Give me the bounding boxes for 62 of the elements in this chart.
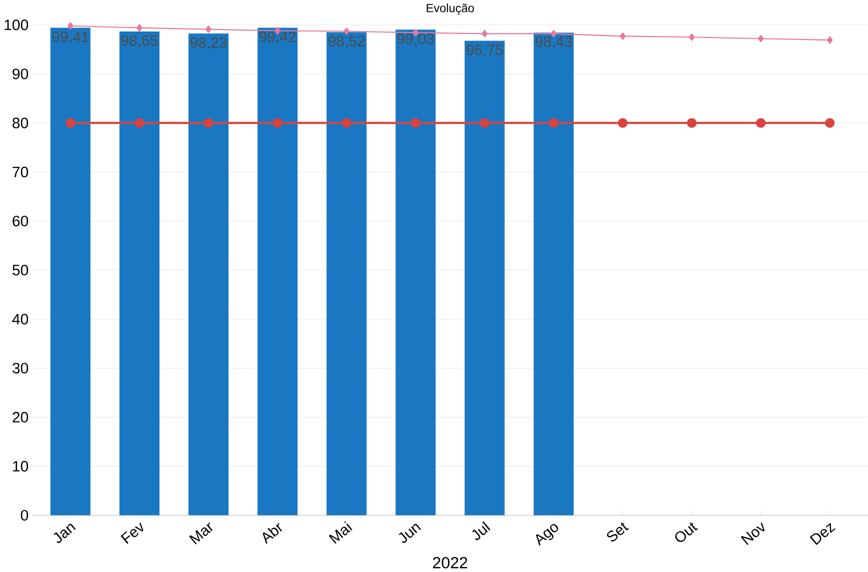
bar xyxy=(258,28,298,516)
x-tick-label: Out xyxy=(675,522,698,542)
point xyxy=(688,33,695,41)
bar xyxy=(464,40,505,516)
y-tick-label: 90 xyxy=(12,68,28,80)
data-label: 98,52 xyxy=(328,36,365,48)
point xyxy=(67,22,74,30)
point xyxy=(618,118,628,128)
x-tick-label: Abr xyxy=(262,523,282,544)
point xyxy=(204,118,214,128)
x-tick-label: Nov xyxy=(740,522,765,545)
x-tick-label: Mar xyxy=(189,522,213,544)
y-tick-label: 30 xyxy=(12,362,28,374)
point xyxy=(686,118,697,128)
y-tick-label: 20 xyxy=(12,412,28,423)
point xyxy=(480,118,490,128)
data-label: 99,03 xyxy=(398,33,434,46)
y-tick-label: 40 xyxy=(12,314,28,324)
point xyxy=(342,118,352,128)
x-tick-label: Ago xyxy=(536,524,558,546)
y-tick-label: 80 xyxy=(12,118,28,128)
point xyxy=(344,28,350,36)
bar xyxy=(188,34,229,516)
x-tick-label: Fev xyxy=(120,522,144,544)
data-label: 99,42 xyxy=(259,32,296,44)
y-tick-label: 60 xyxy=(12,216,28,226)
chart-title: Evolução xyxy=(426,4,474,15)
point xyxy=(620,32,626,40)
y-tick-label: 50 xyxy=(12,264,28,276)
bar xyxy=(396,30,436,516)
point xyxy=(206,26,212,34)
point xyxy=(136,24,142,32)
x-tick-label: Set xyxy=(607,522,629,542)
point xyxy=(548,118,559,128)
data-label: 98,23 xyxy=(190,37,227,50)
point xyxy=(134,118,144,128)
bar xyxy=(119,32,160,516)
y-tick-label: 10 xyxy=(13,460,28,472)
x-tick-label: Mai xyxy=(328,521,352,544)
data-label: 98,43 xyxy=(536,36,572,49)
y-tick-label: 0 xyxy=(20,510,28,521)
bar xyxy=(534,32,574,516)
x-tick-label: Jun xyxy=(398,524,422,543)
point xyxy=(758,34,764,42)
y-tick-label: 100 xyxy=(4,20,28,30)
x-tick-label: Jul xyxy=(472,521,490,540)
point xyxy=(272,118,282,128)
point xyxy=(482,30,488,38)
data-label: 96,75 xyxy=(466,44,503,58)
point xyxy=(826,36,833,44)
x-tick-label: Jan xyxy=(54,524,76,543)
x-axis-title: 2022 xyxy=(433,557,468,568)
data-label: 99,41 xyxy=(52,32,88,44)
data-label: 98,65 xyxy=(121,35,158,48)
point xyxy=(824,118,835,128)
bar xyxy=(50,28,90,516)
y-tick-label: 70 xyxy=(12,166,28,178)
point xyxy=(410,118,420,128)
x-tick-label: Dez xyxy=(810,523,836,545)
point xyxy=(66,118,76,128)
point xyxy=(756,118,766,128)
bar xyxy=(326,32,367,516)
